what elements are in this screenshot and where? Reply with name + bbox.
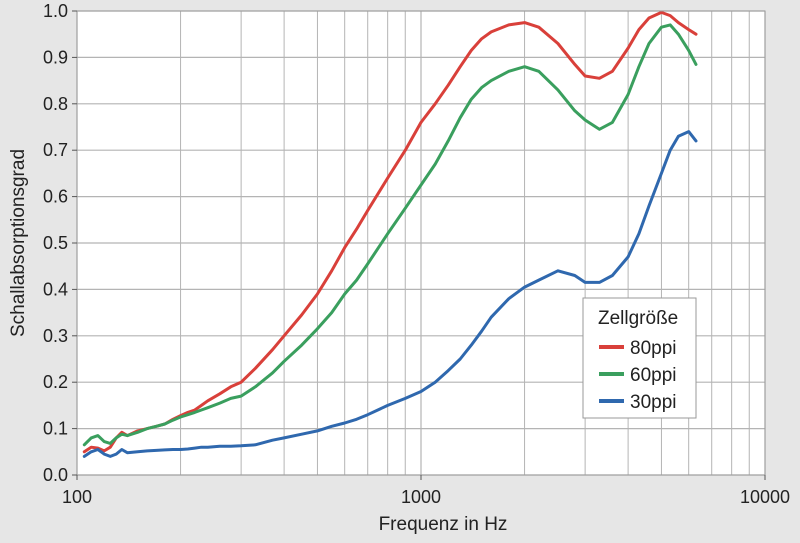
legend-box — [582, 297, 697, 419]
legend-label-60ppi: 60ppi — [630, 365, 677, 386]
y-tick-label: 1.0 — [43, 1, 68, 21]
x-axis-title: Frequenz in Hz — [379, 514, 508, 535]
y-tick-label: 0.5 — [43, 233, 68, 253]
x-tick-label: 1000 — [401, 487, 441, 507]
y-tick-label: 0.8 — [43, 94, 68, 114]
legend-entries: 80ppi 60ppi 30ppi — [599, 338, 677, 413]
legend-label-30ppi: 30ppi — [630, 392, 677, 413]
y-axis-title: Schallabsorptionsgrad — [8, 149, 29, 337]
x-axis-ticks: 100 1000 10000 — [62, 475, 790, 507]
x-tick-label: 10000 — [740, 487, 790, 507]
y-tick-label: 0.2 — [43, 372, 68, 392]
y-tick-label: 0.1 — [43, 419, 68, 439]
x-tick-label: 100 — [62, 487, 92, 507]
legend: Zellgröße 80ppi 60ppi 30ppi — [582, 297, 697, 419]
y-tick-label: 0.3 — [43, 326, 68, 346]
series-line-30ppi — [82, 130, 698, 458]
y-tick-label: 0.9 — [43, 47, 68, 67]
y-tick-label: 0.0 — [43, 465, 68, 485]
series-layer — [82, 10, 698, 458]
y-axis-ticks: 0.0 0.1 0.2 0.3 0.4 0.5 0.6 0.7 0.8 0.9 1.0 — [43, 1, 77, 485]
y-tick-label: 0.7 — [43, 140, 68, 160]
y-tick-label: 0.6 — [43, 187, 68, 207]
y-tick-label: 0.4 — [43, 279, 68, 299]
series-line-60ppi — [82, 23, 698, 447]
legend-title: Zellgröße — [598, 308, 678, 329]
legend-label-80ppi: 80ppi — [630, 338, 677, 359]
